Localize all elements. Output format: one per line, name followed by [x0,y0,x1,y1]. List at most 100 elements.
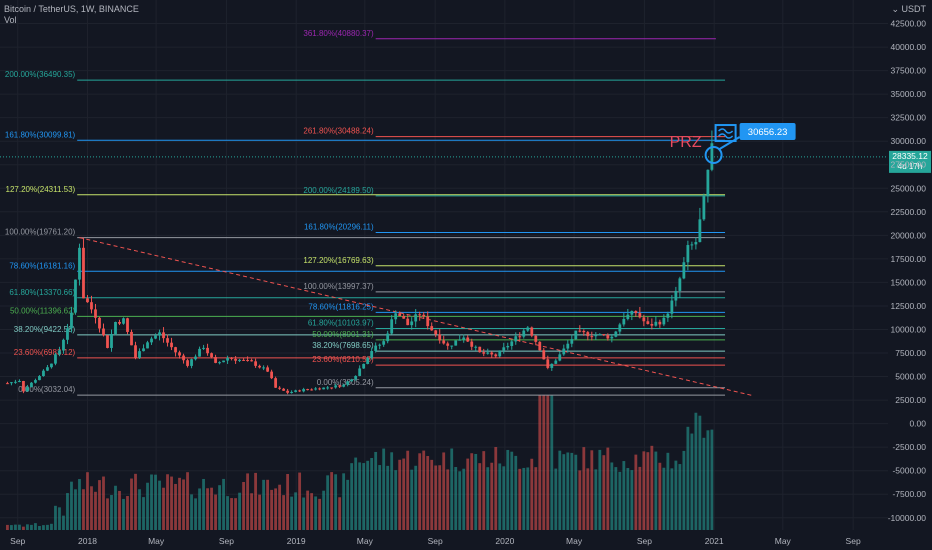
candle-body [130,331,133,346]
candles [6,130,714,395]
candle-body [450,345,454,347]
y-tick-label: 20000.00 [891,230,927,240]
candle-body [382,341,386,345]
volume-bar [374,451,378,530]
candle-body [594,334,598,337]
volume-bar [210,487,213,530]
candle-body [690,244,694,246]
volume-bar [346,479,350,530]
candle-body [462,337,466,340]
volume-bar [126,496,129,530]
volume-bar [266,479,270,530]
candle-body [486,352,490,354]
volume-bar [514,455,518,530]
y-tick-label: 7500.00 [895,348,926,358]
price-axis[interactable]: 42500.00 40000.00 37500.00 35000.00 32500.00… [888,19,927,523]
volume-bar [18,524,21,530]
candle-body [334,385,338,388]
candle-body [538,341,542,351]
x-tick-label: 2020 [495,536,514,546]
volume-bar [130,478,133,530]
candle-body [394,313,398,320]
volume-bar [154,474,157,530]
candle-body [70,312,73,329]
candle-body [310,389,314,391]
flag-wave [718,128,734,139]
candle-body [338,385,342,387]
fibonacci-levels[interactable]: 200.00%(36490.35) 161.80%(30099.81) 127.20… [5,29,726,396]
y-tick-label: -5000.00 [892,466,926,476]
volume-bar [682,450,686,530]
volume-bar [362,463,366,530]
volume-label: Vol [4,15,17,25]
candle-body [302,389,306,392]
candle-body [578,330,582,332]
candle-body [418,314,422,316]
volume-bar [30,524,33,530]
volume-bar [494,447,498,530]
candle-body [66,328,69,340]
candle-body [510,341,514,346]
volume-bar [534,467,538,530]
y-tick-label: 10000.00 [891,324,927,334]
volume-bar [174,483,177,530]
time-axis[interactable]: Sep 2018 May Sep 2019 May Sep 2020 May Sep 2021 May… [10,536,861,546]
candle-body [358,368,362,376]
fib-level-label: 100.00%(13997.37) [303,282,374,291]
x-tick-label: Sep [219,536,234,546]
volume-bar [686,426,690,530]
candle-body [138,351,141,358]
volume-bar [674,460,678,530]
candle-body [106,335,109,348]
volume-bar [470,453,474,530]
volume-bar [366,460,370,530]
volume-bar [134,473,137,530]
candle-body [82,247,85,299]
volume-bar [262,479,265,530]
volume-bar [238,492,241,530]
volume-bar [546,395,550,530]
candle-body [14,381,17,383]
candle-body [218,362,221,364]
volume-bar [22,526,25,530]
volume-bar [490,462,494,530]
last-price-countdown: 4d 17h [898,162,922,171]
symbol-title[interactable]: Bitcoin / TetherUS, 1W, BINANCE [4,4,139,14]
candle-body [18,381,21,383]
candle-body [574,330,578,340]
candle-body [246,359,249,361]
volume-bar [474,453,478,530]
candle-body [650,323,654,326]
y-tick-label: 40000.00 [891,42,927,52]
volume-bar [698,415,702,530]
target-circle-icon[interactable] [704,146,723,165]
candle-body [370,351,374,358]
volume-bar [510,451,514,530]
currency-label[interactable]: ⌄ USDT [891,4,926,15]
candle-body [610,336,614,339]
candle-body [322,387,326,390]
candle-body [274,378,278,388]
volume-bar [646,452,650,530]
volume-bar [302,497,306,530]
volume-bar [634,454,638,530]
volume-bar [150,474,153,530]
candle-body [118,321,121,324]
candle-body [646,321,650,324]
volume-bar [630,470,634,530]
candle-body [166,338,169,343]
volume-bar [206,488,209,530]
candle-body [62,339,65,351]
fib-level-label: 200.00%(36490.35) [5,70,76,79]
candle-body [378,344,382,346]
volume-bar [602,455,606,530]
volume-bar [426,456,430,530]
candle-body [606,334,610,339]
candle-body [202,347,205,349]
candle-body [522,330,526,337]
candle-body [642,317,646,322]
x-tick-label: May [775,536,792,546]
volume-bar [146,482,149,530]
